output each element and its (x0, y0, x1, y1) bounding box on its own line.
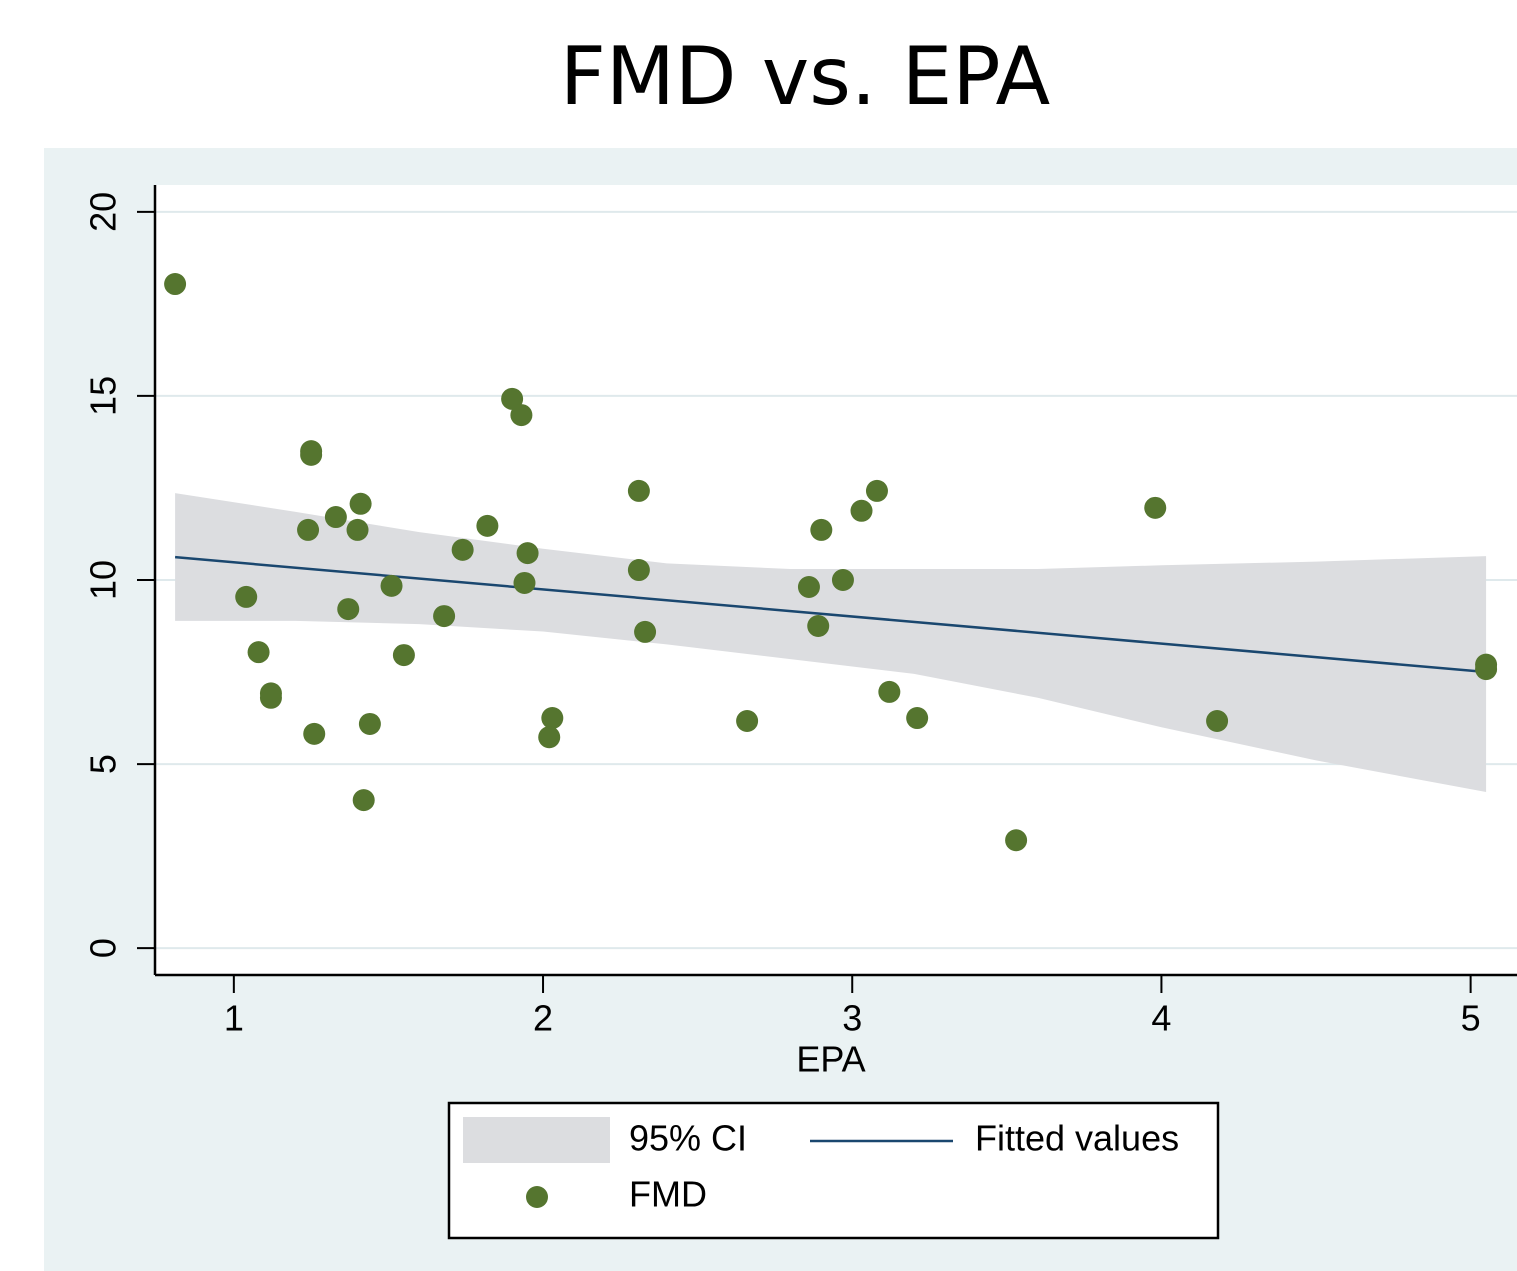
point (297, 518, 320, 541)
point (736, 709, 759, 732)
point (358, 712, 381, 735)
point (392, 644, 415, 667)
x-tick-label: 2 (533, 998, 553, 1039)
point (627, 479, 650, 502)
y-tick-label: 10 (83, 560, 124, 600)
point (235, 585, 258, 608)
point (510, 404, 533, 427)
point (878, 680, 901, 703)
y-tick-label: 0 (83, 938, 124, 958)
point (164, 273, 187, 296)
point (247, 641, 270, 664)
point (352, 789, 375, 812)
point (538, 726, 561, 749)
y-tick-label: 20 (83, 192, 124, 232)
point (501, 387, 524, 410)
point (807, 615, 830, 638)
legend-label: Fitted values (975, 1118, 1179, 1159)
point (346, 518, 369, 541)
y-tick-label: 5 (83, 754, 124, 774)
point (1475, 658, 1498, 681)
x-tick-label: 1 (224, 998, 244, 1039)
point (451, 538, 474, 561)
point (850, 499, 873, 522)
x-axis-title: EPA (796, 1039, 865, 1080)
chart-title: FMD vs. EPA (560, 30, 1051, 123)
point (1144, 496, 1167, 519)
point (1206, 709, 1229, 732)
point (634, 620, 657, 643)
point (1005, 829, 1028, 852)
point (810, 518, 833, 541)
point (627, 559, 650, 582)
point (541, 707, 564, 730)
point (865, 479, 888, 502)
point (433, 605, 456, 628)
ci-band (175, 493, 1487, 793)
x-tick-label: 5 (1461, 998, 1481, 1039)
x-tick-label: 4 (1151, 998, 1171, 1039)
point (349, 492, 372, 515)
point (303, 722, 326, 745)
point (513, 571, 536, 594)
legend-swatch (463, 1117, 610, 1163)
point (476, 514, 499, 537)
point (300, 443, 323, 466)
legend-label: 95% CI (629, 1118, 747, 1159)
point (516, 542, 539, 565)
point (380, 574, 403, 597)
point (831, 569, 854, 591)
y-tick-label: 15 (83, 376, 124, 416)
point (906, 707, 929, 730)
point (337, 598, 360, 621)
legend-label: FMD (629, 1174, 707, 1215)
point (797, 575, 820, 598)
legend-swatch (526, 1186, 548, 1208)
x-tick-label: 3 (842, 998, 862, 1039)
point (324, 506, 347, 529)
point (259, 686, 282, 709)
